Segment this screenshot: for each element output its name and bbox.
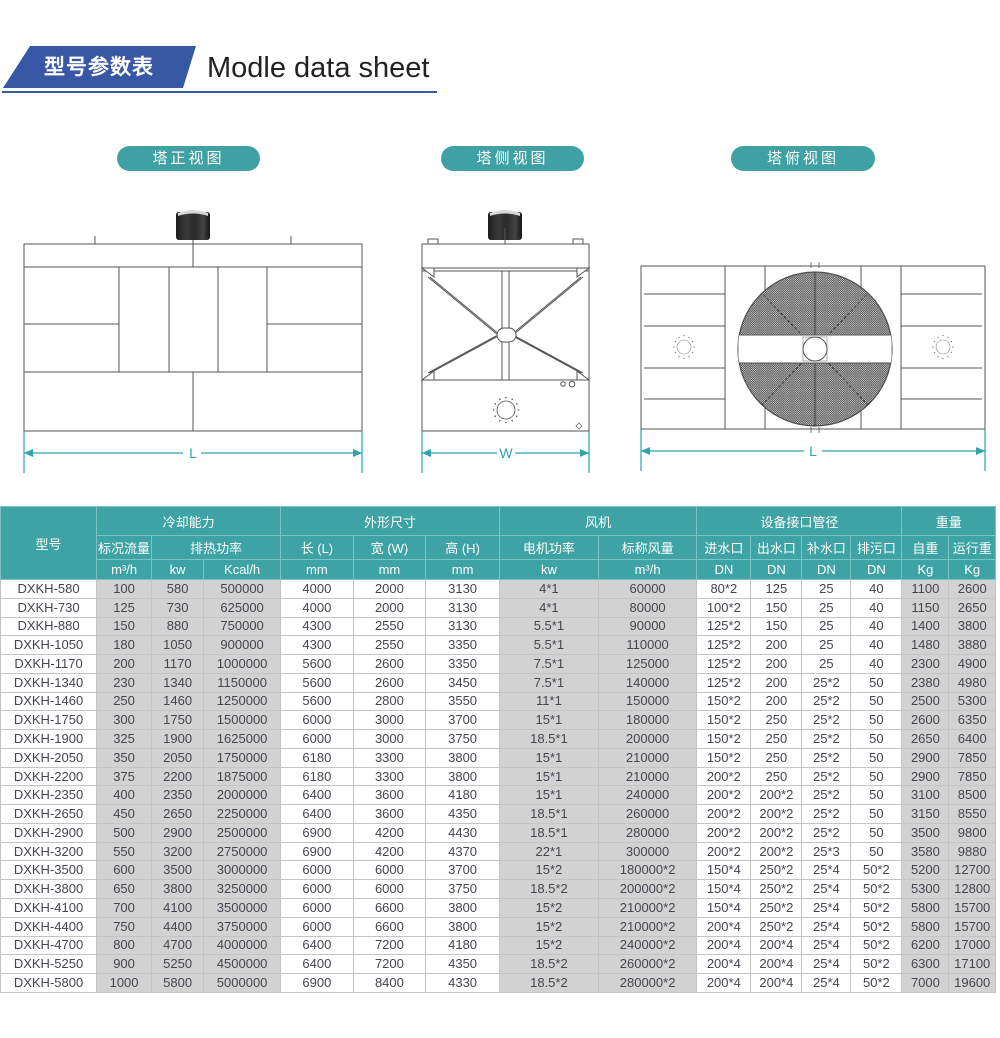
svg-text:L: L (809, 443, 817, 459)
